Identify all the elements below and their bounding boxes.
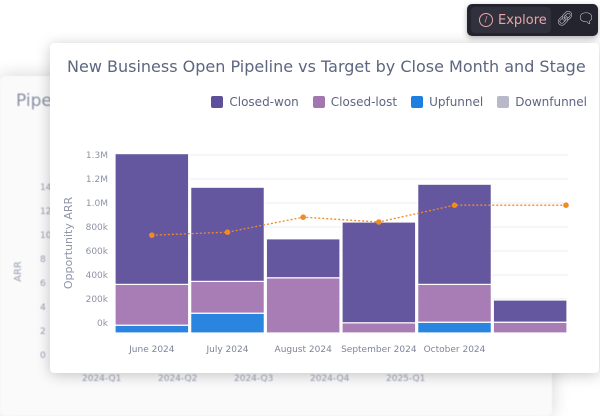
bar-segment-closed-won bbox=[417, 183, 492, 285]
bar-segment-closed-won bbox=[265, 238, 341, 279]
bar-segment-upfunnel bbox=[417, 321, 492, 334]
target-point bbox=[300, 214, 306, 220]
background-y-axis-label: ARR bbox=[12, 261, 24, 282]
background-x-tick: 2025-Q1 bbox=[386, 374, 426, 384]
target-line bbox=[151, 204, 566, 236]
background-y-tick: 4 bbox=[40, 303, 46, 313]
background-y-tick: 6 bbox=[40, 279, 46, 289]
chart-card: New Business Open Pipeline vs Target by … bbox=[50, 43, 599, 373]
background-x-tick: 2024-Q2 bbox=[158, 374, 198, 384]
bar-segment-closed-lost bbox=[341, 322, 417, 334]
bar-segment-upfunnel bbox=[190, 312, 265, 334]
target-point bbox=[451, 202, 458, 208]
legend-item[interactable]: Downfunnel bbox=[497, 95, 587, 109]
y-tick-label: 800k bbox=[86, 223, 109, 233]
legend-swatch bbox=[497, 96, 510, 108]
bar-segment-closed-won bbox=[492, 299, 568, 323]
x-tick-label: August 2024 bbox=[275, 345, 333, 355]
background-y-tick: 10 bbox=[40, 231, 52, 241]
x-tick-label: June 2024 bbox=[128, 345, 175, 355]
legend-item[interactable]: Upfunnel bbox=[411, 95, 483, 109]
background-x-tick: 2024-Q1 bbox=[82, 374, 122, 384]
compass-icon: / bbox=[479, 13, 493, 27]
background-x-tick: 2024-Q4 bbox=[310, 374, 350, 384]
y-tick-label: 600k bbox=[86, 247, 109, 257]
y-tick-label: 0k bbox=[97, 319, 109, 329]
legend-item[interactable]: Closed-won bbox=[211, 95, 299, 109]
legend-swatch bbox=[312, 96, 325, 108]
legend-item[interactable]: Closed-lost bbox=[312, 95, 398, 109]
legend-label: Downfunnel bbox=[515, 95, 587, 109]
background-y-tick: 2 bbox=[40, 327, 46, 337]
x-tick-label: July 2024 bbox=[206, 345, 249, 355]
explore-button[interactable]: / Explore bbox=[471, 7, 551, 33]
x-tick-label: October 2024 bbox=[424, 345, 486, 355]
bar-segment-closed-won bbox=[341, 221, 417, 324]
bar-segment-upfunnel bbox=[114, 324, 190, 334]
bar-segment-closed-won bbox=[114, 152, 190, 286]
legend-label: Upfunnel bbox=[429, 95, 484, 109]
x-tick-label: September 2024 bbox=[341, 345, 417, 355]
y-tick-label: 1.3M bbox=[86, 151, 108, 161]
background-y-tick: 0 bbox=[40, 351, 46, 361]
background-y-tick: 12 bbox=[40, 207, 52, 217]
y-axis-label: Opportunity ARR bbox=[62, 196, 75, 289]
target-point bbox=[563, 202, 569, 208]
bar-segment-closed-lost bbox=[265, 277, 341, 334]
background-x-tick: 2024-Q3 bbox=[234, 374, 274, 384]
legend-label: Closed-won bbox=[229, 95, 299, 109]
background-y-tick: 8 bbox=[40, 255, 46, 265]
bar-segment-closed-lost bbox=[190, 280, 265, 314]
y-tick-label: 200k bbox=[86, 295, 109, 305]
bar-segment-closed-lost bbox=[114, 283, 190, 326]
bar-segment-closed-lost bbox=[492, 321, 568, 334]
background-y-tick: 14 bbox=[40, 183, 52, 193]
chart-plot: 1.3M 1.2M 1.0M 800k 600k 400k 200k 0k Opportunit… bbox=[62, 151, 569, 355]
link-icon[interactable]: 🔗︎ bbox=[556, 11, 574, 27]
chart-title: New Business Open Pipeline vs Target by … bbox=[67, 57, 586, 76]
target-point bbox=[376, 219, 382, 225]
y-tick-label: 1.0M bbox=[86, 199, 108, 209]
legend: Closed-won Closed-lost Upfunnel Downfunnel bbox=[211, 95, 587, 109]
bar-segment-closed-lost bbox=[417, 283, 492, 323]
y-tick-label: 1.2M bbox=[86, 175, 108, 185]
background-chart-title: Pipel bbox=[16, 91, 57, 111]
legend-label: Closed-lost bbox=[330, 95, 398, 109]
comment-icon[interactable]: 🗨︎ bbox=[577, 11, 595, 27]
legend-swatch bbox=[411, 96, 424, 108]
chart-toolbar: / Explore 🔗︎ 🗨︎ bbox=[467, 4, 598, 36]
target-point bbox=[224, 229, 231, 235]
target-point bbox=[149, 232, 155, 238]
y-tick-label: 400k bbox=[86, 271, 109, 281]
legend-swatch bbox=[211, 96, 224, 108]
explore-label: Explore bbox=[498, 12, 547, 28]
